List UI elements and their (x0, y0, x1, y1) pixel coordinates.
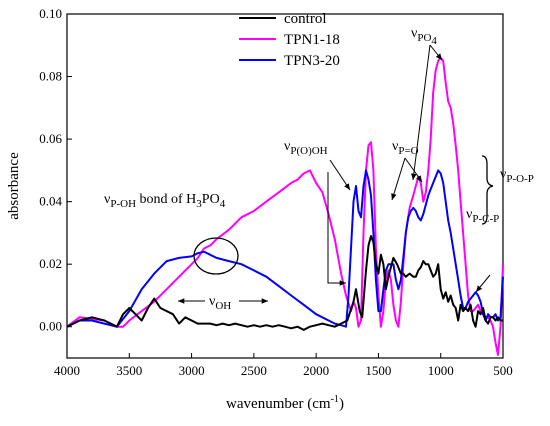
annotation-oh: νOH (209, 294, 231, 312)
p-eq-o-arrow-b (404, 157, 423, 183)
annotation-p-o-oh: νP(O)OH (284, 139, 328, 157)
x-tick-label: 1000 (428, 363, 454, 378)
p-c-p-arrow (475, 274, 491, 293)
annotation-p-eq-o-nu: ν (392, 139, 398, 154)
annotation-p-oh-bond: νP-OH bond of H3PO4 (104, 192, 226, 210)
annotation-p-o-oh-nu: ν (284, 139, 290, 154)
x-axis-title-sup: -1 (331, 394, 339, 405)
annotation-p-oh-4: 4 (220, 198, 226, 210)
annotation-oh-sub: OH (215, 300, 231, 312)
p-o-oh-leader (327, 172, 346, 286)
x-tick-label: 3500 (116, 363, 142, 378)
annotation-po4: νPO4 (411, 26, 437, 47)
x-tick-label: 2500 (241, 363, 267, 378)
p-o-p-brace (481, 155, 494, 225)
x-axis-title-main: wavenumber (cm (226, 396, 331, 412)
annotation-pointers (178, 44, 494, 304)
annotation-po4-sub2: 4 (431, 35, 437, 47)
annotation-p-oh-po: PO (202, 192, 220, 207)
po4-arrow-b (429, 44, 443, 61)
y-tick-label: 0.10 (39, 6, 62, 21)
po4-arrow-a (411, 44, 431, 181)
annotation-p-o-p-nu: ν (500, 167, 506, 182)
annotation-p-c-p: νP-C-P (466, 207, 499, 225)
p-oh-highlight-circle (193, 237, 239, 275)
annotation-oh-nu: ν (209, 294, 215, 309)
y-axis-title: absorbance (6, 152, 22, 220)
series-line-tpn3-20 (66, 169, 504, 328)
x-tick-label: 2000 (303, 363, 329, 378)
annotation-p-c-p-sub: P-C-P (472, 213, 499, 225)
plot-frame (66, 13, 504, 359)
annotation-po4-nu: ν (411, 26, 417, 41)
annotation-p-c-p-nu: ν (466, 207, 472, 222)
annotation-p-eq-o-sub: P=O (398, 145, 418, 157)
x-tick-label: 4000 (54, 363, 80, 378)
x-axis-title-end: ) (339, 396, 344, 412)
x-tick-label: 3000 (179, 363, 205, 378)
p-eq-o-arrow-a (391, 157, 406, 201)
annotation-p-oh-h3: 3 (196, 198, 202, 210)
x-axis-title: wavenumber (cm-1) (226, 394, 344, 412)
annotation-p-oh-nu: ν (104, 192, 110, 207)
legend: control TPN1-18 TPN3-20 (239, 11, 340, 69)
tick-layer: 4000 3500 3000 2500 2000 1500 1000 500 0.00 0.02 0… (39, 6, 513, 378)
legend-label-tpn1-18: TPN1-18 (284, 32, 340, 48)
x-tick-label: 1500 (365, 363, 391, 378)
y-tick-label: 0.04 (39, 194, 62, 209)
annotation-p-o-p-sub: P-O-P (506, 173, 534, 185)
annotation-p-o-oh-sub: P(O)OH (290, 145, 327, 157)
annotation-po4-sub: PO (417, 32, 431, 44)
annotation-p-eq-o: νP=O (392, 139, 419, 157)
y-tick-label: 0.02 (39, 256, 62, 271)
series-line-control (66, 235, 503, 331)
x-tick-label: 500 (493, 363, 513, 378)
y-tick-label: 0.08 (39, 69, 62, 84)
p-o-oh-arrow (329, 159, 351, 191)
annotation-p-o-p: νP-O-P (500, 167, 534, 185)
annotation-p-oh-text: bond of H (136, 192, 196, 207)
legend-label-tpn3-20: TPN3-20 (284, 53, 340, 69)
annotation-p-oh-sub: P-OH (110, 198, 136, 210)
y-tick-label: 0.00 (39, 319, 62, 334)
y-tick-label: 0.06 (39, 131, 62, 146)
legend-label-control: control (284, 11, 327, 27)
